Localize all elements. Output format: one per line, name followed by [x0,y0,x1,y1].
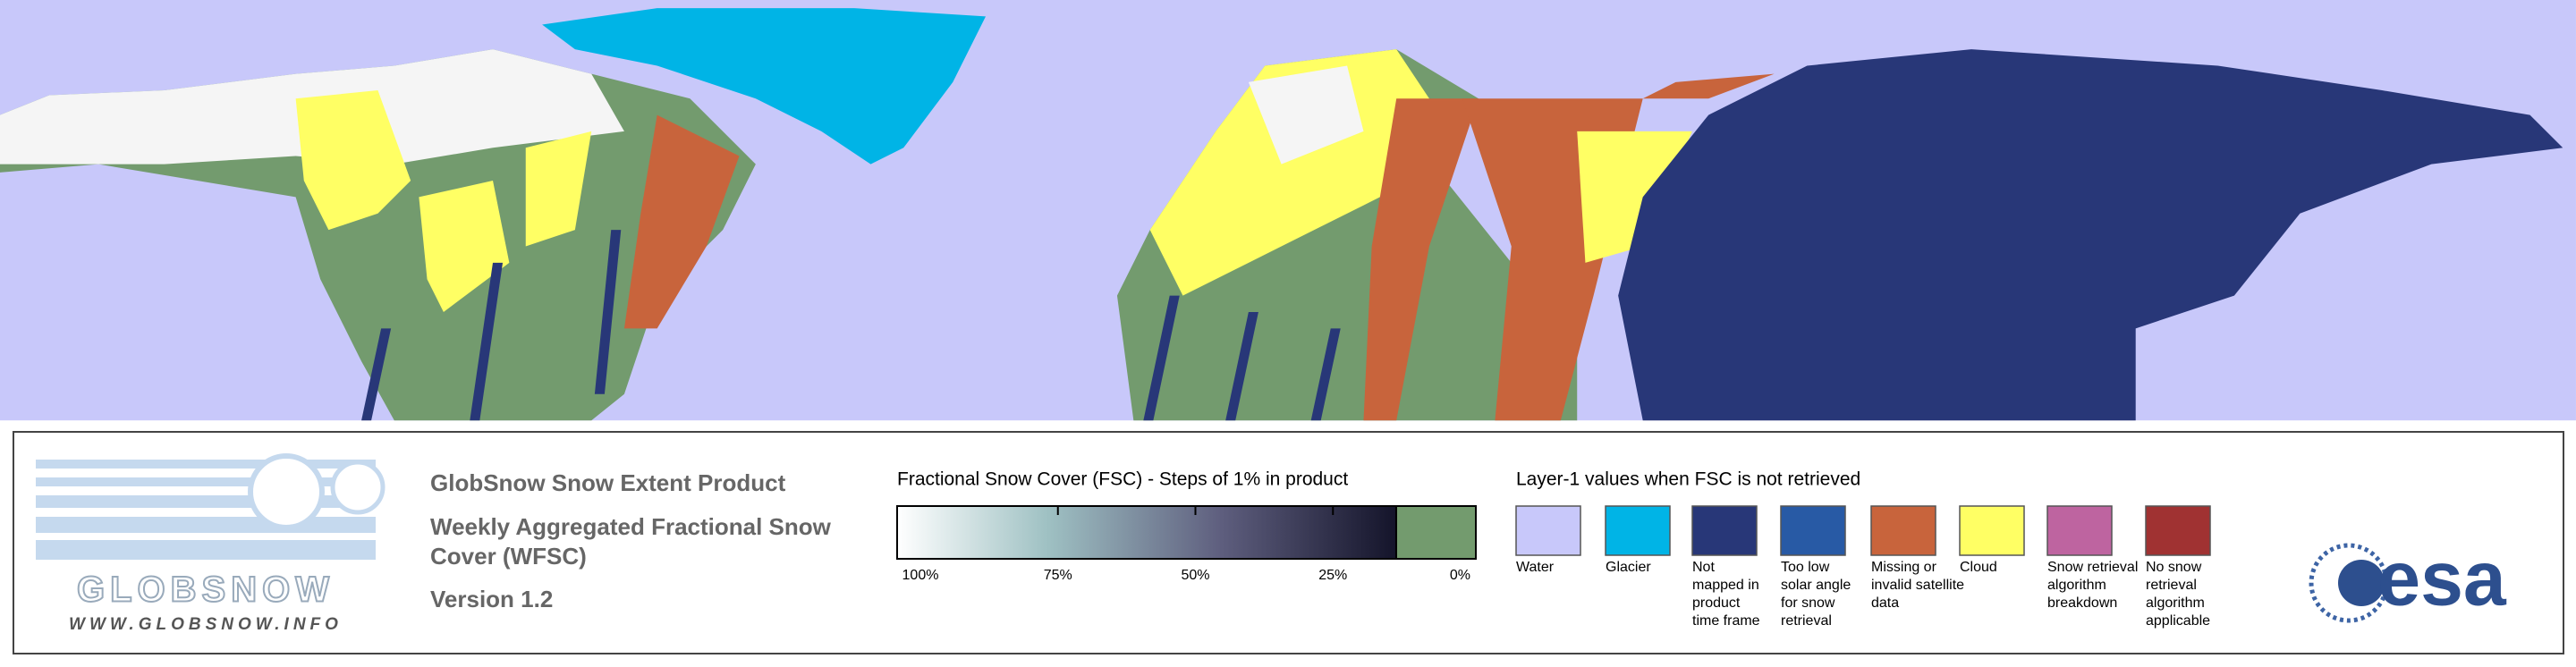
unmapped-stripe [361,328,392,421]
product-title: GlobSnow Snow Extent Product [430,469,786,496]
legend-label: Water [1516,560,1555,575]
legend-swatch [2145,505,2211,556]
legend-label: algorithm [2146,595,2205,611]
logo-url: WWW.GLOBSNOW.INFO [69,615,343,634]
cloud-area [295,90,411,231]
fsc-title: Fractional Snow Cover (FSC) - Steps of 1… [897,469,1348,490]
unmapped-stripe [1143,295,1180,421]
missing-data-area [1642,73,1775,99]
logo-stripe [36,540,376,560]
cloud-area [419,181,510,312]
esa-emblem [2309,543,2389,623]
legend-label: Not [1692,560,1715,575]
legend-swatch [2046,505,2113,556]
fsc-tick-label: 75% [1044,568,1072,583]
unmapped-stripe [594,230,622,394]
legend-swatch [1515,505,1581,556]
legend-swatch [1691,505,1758,556]
missing-data-area [1363,98,1479,421]
legend-label: solar angle [1781,578,1851,593]
fsc-zero-swatch [1395,505,1477,560]
product-subtitle: Weekly Aggregated Fractional Snow [430,513,832,540]
layer1-legend: Water Glacier Not mapped in product time fram… [1515,505,2211,629]
legend-swatch [1959,505,2025,556]
fsc-gradient [896,505,1397,560]
unmapped-stripe [1310,328,1341,421]
fsc-ticks: 100% 75% 50% 25% 0% [902,506,1470,583]
esa-emblem [2338,560,2385,606]
snowflake [248,453,325,530]
legend-label: for snow [1781,595,1835,611]
cloud-area [1149,49,1429,296]
legend-label: Too low [1781,560,1830,575]
product-version: Version 1.2 [430,586,553,612]
unmapped-stripe [1225,311,1258,421]
logo-name: GLOBSNOW [77,570,335,610]
legend-swatch [1870,505,1936,556]
legend-label: applicable [2146,613,2210,629]
legend-label: algorithm [2047,578,2106,593]
cloud-area [1577,131,1692,263]
legend-label: No snow [2146,560,2202,575]
fsc-tick-label: 50% [1181,568,1209,583]
asia [1618,49,2563,421]
legend-label: breakdown [2047,595,2117,611]
fsc-tick-label: 25% [1318,568,1347,583]
fsc-tick-label: 0% [1450,568,1470,583]
snow-map [0,0,2576,421]
legend-swatch [1780,505,1846,556]
missing-data-area [623,114,740,329]
layer1-title: Layer-1 values when FSC is not retrieved [1516,469,1860,490]
agency-name: esa [2377,536,2507,622]
legend-label: retrieval [1781,613,1832,629]
fsc-tick-label: 100% [902,568,939,583]
logo-stripe [36,495,376,508]
product-subtitle: Cover (WFSC) [430,543,587,570]
legend-label: Glacier [1606,560,1651,575]
greenland [542,8,987,165]
legend-label: time frame [1692,613,1760,629]
snow-area [1248,65,1364,165]
legend-label: Missing or [1871,560,1937,575]
legend-label: data [1871,595,1899,611]
legend-label: mapped in [1692,578,1759,593]
cloud-area [525,131,592,247]
legend-label: Cloud [1960,560,1997,575]
logo-stripe [36,517,376,533]
esa-logo: esa [2309,536,2507,623]
legend-label: retrieval [2146,578,2197,593]
unmapped-stripe [470,262,504,421]
logo-stripe [36,477,376,486]
legend-label: Snow retrieval [2047,560,2138,575]
legend-label: product [1692,595,1741,611]
legend-swatch [1605,505,1671,556]
legend-label: invalid satellite [1871,578,1964,593]
logo-stripe [36,460,376,469]
snowflake [330,460,386,515]
globsnow-logo: GLOBSNOW WWW.GLOBSNOW.INFO [36,453,386,634]
